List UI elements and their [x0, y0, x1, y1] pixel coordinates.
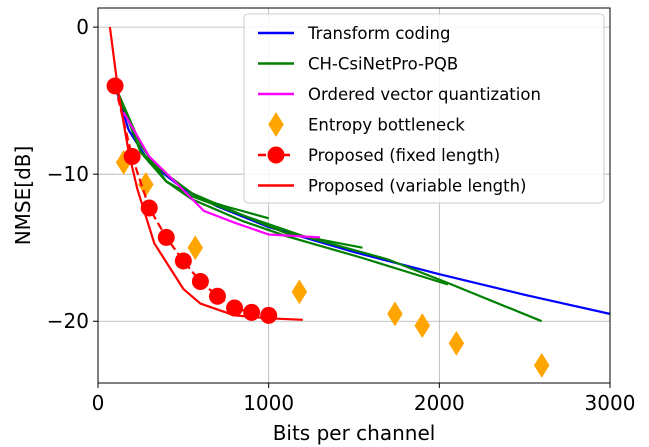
data-point — [226, 299, 244, 317]
y-tick-label: −20 — [47, 309, 89, 333]
legend-marker — [268, 112, 284, 137]
y-tick-label: 0 — [76, 15, 89, 39]
series-line — [114, 85, 269, 317]
series-3 — [115, 149, 550, 378]
legend-box — [243, 13, 605, 204]
series-line — [122, 111, 320, 239]
legend-label: Ordered vector quantization — [308, 85, 541, 104]
plot-series — [106, 26, 610, 378]
data-point — [533, 352, 550, 378]
data-point — [191, 273, 209, 291]
legend-marker — [267, 146, 285, 164]
y-tick-label: −10 — [47, 162, 89, 186]
x-tick-label: 2000 — [414, 391, 465, 415]
series-1 — [114, 85, 543, 323]
plot-frame — [97, 7, 611, 384]
series-5 — [108, 26, 303, 321]
data-point — [157, 228, 175, 246]
y-axis-label: NMSE[dB] — [11, 146, 35, 246]
legend-label: Proposed (fixed length) — [308, 146, 500, 165]
data-point — [291, 279, 308, 305]
data-point — [187, 235, 204, 261]
data-point — [387, 301, 403, 327]
x-axis-label: Bits per channel — [273, 421, 436, 445]
series-2 — [122, 111, 320, 239]
data-point — [414, 313, 431, 339]
series-line — [114, 85, 543, 323]
x-tick-label: 0 — [92, 391, 105, 415]
x-tick-label: 3000 — [585, 391, 636, 415]
legend-label: Proposed (variable length) — [308, 177, 527, 196]
data-point — [174, 252, 192, 270]
legend: Transform coding CH-CsiNetPro-PQB Ordered … — [243, 13, 605, 204]
axis-ticks: 0 1000 2000 3000 0 −10 −20 — [47, 15, 636, 415]
legend-label: Entropy bottleneck — [308, 116, 465, 135]
legend-label: Transform coding — [307, 24, 450, 43]
data-point — [106, 77, 124, 95]
series-line — [108, 26, 303, 321]
data-point — [208, 287, 226, 305]
data-point — [260, 306, 278, 324]
data-point — [448, 330, 465, 356]
legend-label: CH-CsiNetPro-PQB — [308, 55, 458, 74]
x-tick-label: 1000 — [243, 391, 294, 415]
